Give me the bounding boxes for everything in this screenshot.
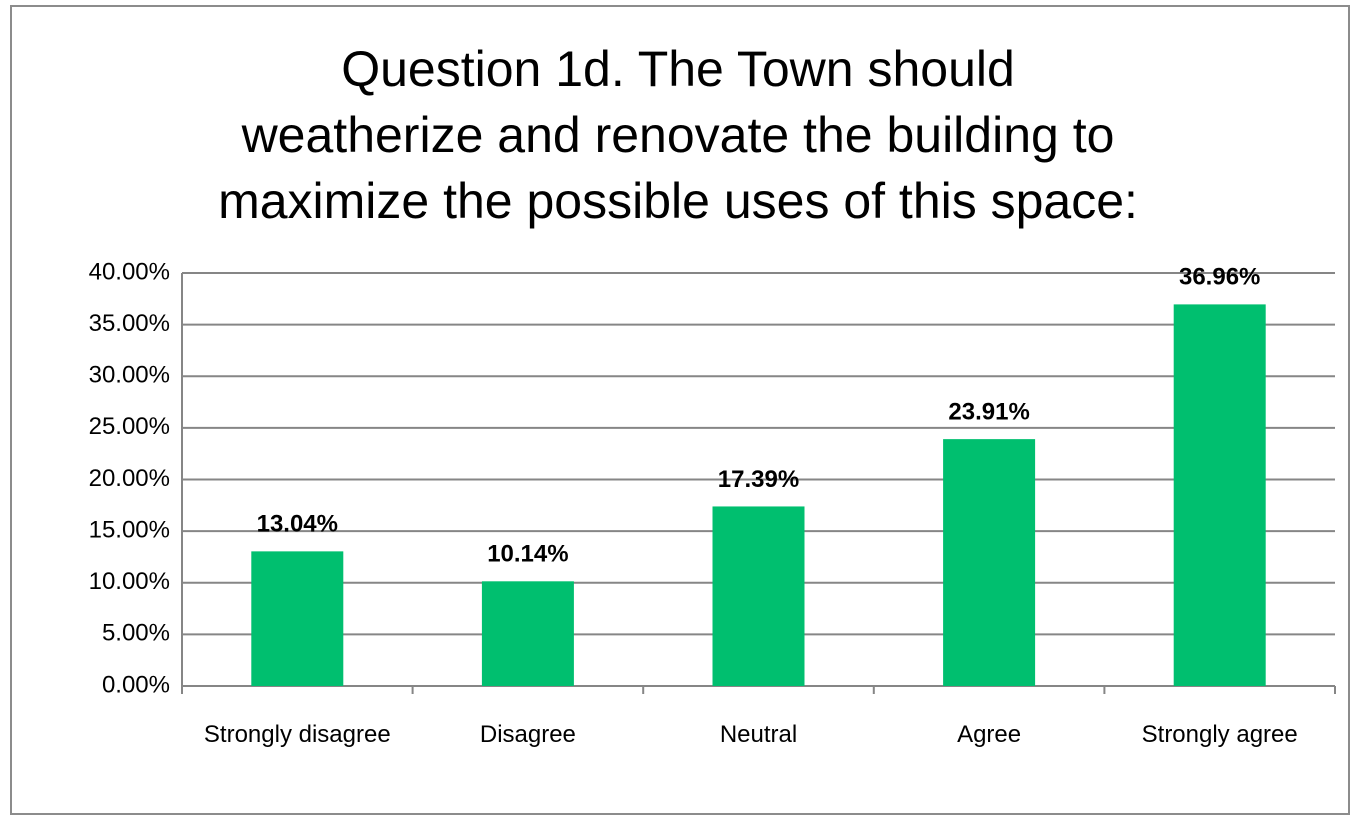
value-label: 10.14% — [487, 541, 568, 568]
y-tick-label: 15.00% — [89, 516, 170, 543]
chart-title: weatherize and renovate the building to — [241, 107, 1115, 163]
y-tick-label: 5.00% — [102, 620, 170, 647]
chart-frame — [10, 5, 1350, 815]
y-tick-label: 20.00% — [89, 465, 170, 492]
bar — [1173, 304, 1266, 686]
value-label: 36.96% — [1179, 264, 1260, 291]
y-tick-label: 30.00% — [89, 362, 170, 389]
chart-title: maximize the possible uses of this space… — [218, 173, 1138, 229]
bar — [481, 581, 574, 686]
y-tick-label: 40.00% — [89, 258, 170, 285]
value-label: 13.04% — [257, 511, 338, 538]
y-tick-label: 0.00% — [102, 671, 170, 698]
y-tick-label: 35.00% — [89, 310, 170, 337]
y-tick-label: 25.00% — [89, 413, 170, 440]
bar — [712, 506, 805, 686]
x-tick-label: Neutral — [719, 721, 798, 748]
bar — [943, 439, 1036, 686]
x-tick-label: Agree — [957, 721, 1022, 748]
x-tick-label: Strongly agree — [1141, 721, 1298, 748]
x-tick-label: Strongly disagree — [203, 721, 391, 748]
value-label: 23.91% — [948, 398, 1029, 425]
bar — [251, 551, 344, 686]
x-tick-label: Disagree — [479, 721, 576, 748]
y-tick-label: 10.00% — [89, 568, 170, 595]
chart-title: Question 1d. The Town should — [341, 41, 1015, 97]
value-label: 17.39% — [718, 466, 799, 493]
